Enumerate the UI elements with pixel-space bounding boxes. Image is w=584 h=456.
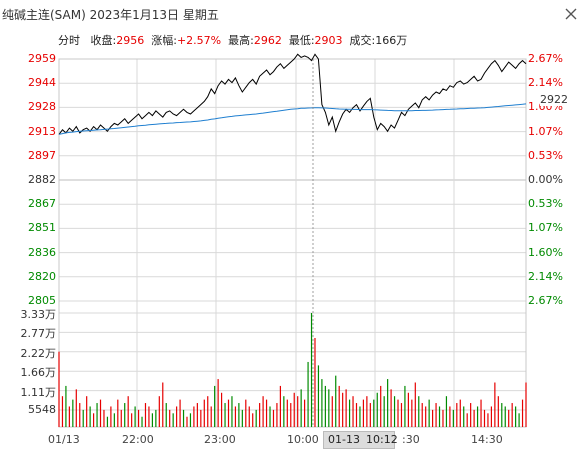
time-tick-label: 10:00 <box>287 433 319 446</box>
crosshair-time-box: 01-13 10:12 <box>323 431 398 449</box>
change-value: +2.57% <box>176 34 222 47</box>
plot-frame <box>58 58 527 428</box>
close-label: 收盘: <box>90 34 117 47</box>
time-tick-label: 22:00 <box>122 433 154 446</box>
mode-label: 分时 <box>58 34 80 47</box>
volume-tick-label: 2.77万 <box>20 327 57 341</box>
volume-tick-label: 3.33万 <box>20 308 57 321</box>
percent-tick-label: 1.60% <box>528 245 563 259</box>
price-tick-label: 2882 <box>28 173 56 186</box>
volume-tick-label: 1.66万 <box>20 366 57 380</box>
percent-tick-label: 2.14% <box>528 76 563 90</box>
percent-tick-label: 1.07% <box>528 124 563 138</box>
title-bar: 纯碱主连(SAM) 2023年1月13日 星期五 <box>0 0 584 28</box>
close-value: 2956 <box>116 34 145 47</box>
high-value: 2962 <box>253 34 282 47</box>
volume-tick-label: 5548 <box>28 403 56 416</box>
price-tick-label: 2944 <box>28 76 56 90</box>
price-tick-label: 2897 <box>28 148 56 162</box>
high-label: 最高: <box>228 34 254 47</box>
time-tick-label: 23:00 <box>204 433 236 446</box>
price-tick-label: 2959 <box>28 52 56 65</box>
time-tick-label: 01/13 <box>48 433 80 446</box>
percent-tick-label: 0.53% <box>528 197 563 211</box>
average-price-line <box>58 103 527 135</box>
quote-info-bar: 分时 收盘:2956 涨幅:+2.57% 最高:2962 最低:2903 成交:… <box>58 32 407 48</box>
percent-tick-label: 2.14% <box>528 269 563 283</box>
price-tick-label: 2928 <box>28 100 56 114</box>
percent-tick-label: 2.67% <box>528 294 563 307</box>
price-tick-label: 2805 <box>28 294 56 307</box>
change-label: 涨幅: <box>151 34 177 47</box>
percent-tick-label: 0.00% <box>528 173 563 186</box>
price-tick-label: 2851 <box>28 221 56 235</box>
price-tick-label: 2913 <box>28 124 56 138</box>
price-line <box>58 53 527 135</box>
window-title: 纯碱主连(SAM) 2023年1月13日 星期五 <box>2 8 219 22</box>
price-tick-label: 2836 <box>28 245 56 259</box>
volume-label: 成交: <box>349 34 376 47</box>
low-label: 最低: <box>288 34 315 47</box>
volume-value: 166万 <box>375 34 408 47</box>
percent-tick-label: 1.07% <box>528 221 563 235</box>
cursor-date: 01-13 <box>328 433 360 446</box>
time-tick-label: :30 <box>402 433 420 446</box>
percent-tick-label: 2.67% <box>528 52 563 65</box>
volume-tick-label: 2.22万 <box>20 346 57 360</box>
cursor-time: 10:12 <box>366 433 398 446</box>
percent-tick-label: 0.53% <box>528 148 563 162</box>
close-icon[interactable] <box>562 5 580 23</box>
price-tick-label: 2820 <box>28 269 56 283</box>
current-price-tag: 2922 <box>540 93 568 106</box>
price-tick-label: 2867 <box>28 197 56 211</box>
time-tick-label: 14:30 <box>471 433 503 446</box>
low-value: 2903 <box>314 34 343 47</box>
volume-tick-label: 1.11万 <box>20 385 57 399</box>
